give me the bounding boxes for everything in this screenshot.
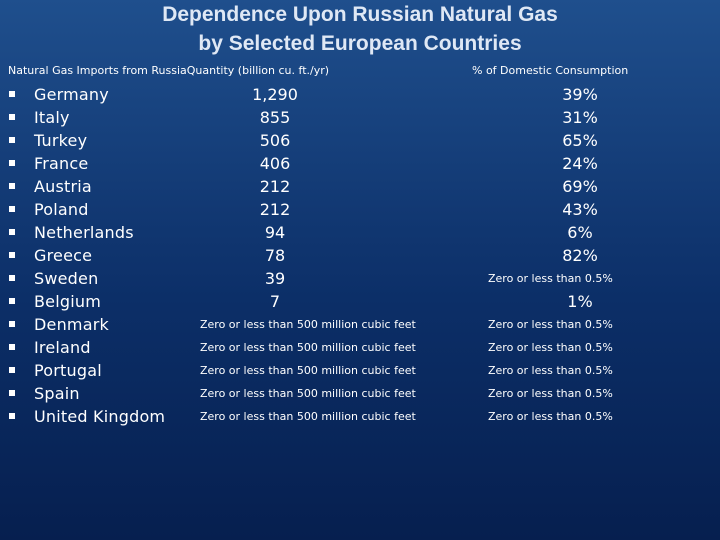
slide-title-line-1: Dependence Upon Russian Natural Gas <box>162 3 558 26</box>
list-item: Belgium 7 1% <box>0 290 720 313</box>
country-name: Sweden <box>34 269 99 288</box>
square-bullet-icon <box>9 252 15 258</box>
consumption-percent: Zero or less than 0.5% <box>488 341 613 354</box>
country-name: Ireland <box>34 338 91 357</box>
import-quantity: 1,290 <box>252 85 298 104</box>
country-name: United Kingdom <box>34 407 166 426</box>
import-quantity: 212 <box>259 200 291 219</box>
country-name: Poland <box>34 200 89 219</box>
import-quantity: 78 <box>264 246 286 265</box>
consumption-percent: Zero or less than 0.5% <box>488 364 613 377</box>
import-quantity: Zero or less than 500 million cubic feet <box>200 410 416 423</box>
square-bullet-icon <box>9 390 15 396</box>
square-bullet-icon <box>9 183 15 189</box>
list-item: Ireland Zero or less than 500 million cu… <box>0 336 720 359</box>
square-bullet-icon <box>9 298 15 304</box>
import-quantity: 39 <box>264 269 286 288</box>
import-quantity: Zero or less than 500 million cubic feet <box>200 387 416 400</box>
consumption-percent: 1% <box>567 292 593 311</box>
consumption-percent: Zero or less than 0.5% <box>488 387 613 400</box>
square-bullet-icon <box>9 229 15 235</box>
consumption-percent: Zero or less than 0.5% <box>488 272 613 285</box>
list-item: Netherlands 94 6% <box>0 221 720 244</box>
import-quantity: Zero or less than 500 million cubic feet <box>200 341 416 354</box>
square-bullet-icon <box>9 321 15 327</box>
list-item: Austria 212 69% <box>0 175 720 198</box>
consumption-percent: 6% <box>567 223 593 242</box>
country-name: Denmark <box>34 315 109 334</box>
country-name: Germany <box>34 85 109 104</box>
slide-title: Dependence Upon Russian Natural Gas by S… <box>0 0 720 58</box>
consumption-percent: 65% <box>562 131 598 150</box>
list-item: Spain Zero or less than 500 million cubi… <box>0 382 720 405</box>
consumption-percent: 43% <box>562 200 598 219</box>
import-quantity: 7 <box>269 292 281 311</box>
square-bullet-icon <box>9 344 15 350</box>
percent-column-header: % of Domestic Consumption <box>472 64 629 77</box>
country-name: Greece <box>34 246 93 265</box>
consumption-percent: 39% <box>562 85 598 104</box>
list-item: Portugal Zero or less than 500 million c… <box>0 359 720 382</box>
list-item: Turkey 506 65% <box>0 129 720 152</box>
import-quantity: Zero or less than 500 million cubic feet <box>200 364 416 377</box>
consumption-percent: 24% <box>562 154 598 173</box>
list-item: Sweden 39 Zero or less than 0.5% <box>0 267 720 290</box>
list-item: United Kingdom Zero or less than 500 mil… <box>0 405 720 428</box>
square-bullet-icon <box>9 114 15 120</box>
country-name: Netherlands <box>34 223 134 242</box>
consumption-percent: Zero or less than 0.5% <box>488 410 613 423</box>
list-item: Poland 212 43% <box>0 198 720 221</box>
consumption-percent: 31% <box>562 108 598 127</box>
import-quantity: 506 <box>259 131 291 150</box>
list-item: Germany 1,290 39% <box>0 83 720 106</box>
square-bullet-icon <box>9 137 15 143</box>
square-bullet-icon <box>9 367 15 373</box>
country-name: Turkey <box>34 131 88 150</box>
import-quantity: 94 <box>264 223 286 242</box>
consumption-percent: 82% <box>562 246 598 265</box>
country-name: Spain <box>34 384 80 403</box>
country-name: Belgium <box>34 292 101 311</box>
import-quantity: 406 <box>259 154 291 173</box>
country-name: Austria <box>34 177 92 196</box>
slide-title-line-2: by Selected European Countries <box>198 32 522 55</box>
list-item: Greece 78 82% <box>0 244 720 267</box>
square-bullet-icon <box>9 91 15 97</box>
import-quantity: 212 <box>259 177 291 196</box>
import-quantity: 855 <box>259 108 291 127</box>
consumption-percent: Zero or less than 0.5% <box>488 318 613 331</box>
list-item: France 406 24% <box>0 152 720 175</box>
list-item: Denmark Zero or less than 500 million cu… <box>0 313 720 336</box>
country-name: Portugal <box>34 361 102 380</box>
country-name: Italy <box>34 108 70 127</box>
square-bullet-icon <box>9 275 15 281</box>
square-bullet-icon <box>9 206 15 212</box>
square-bullet-icon <box>9 160 15 166</box>
country-name: France <box>34 154 89 173</box>
import-quantity: Zero or less than 500 million cubic feet <box>200 318 416 331</box>
square-bullet-icon <box>9 413 15 419</box>
list-item: Italy 855 31% <box>0 106 720 129</box>
consumption-percent: 69% <box>562 177 598 196</box>
imports-column-header: Natural Gas Imports from RussiaQuantity … <box>8 64 330 77</box>
